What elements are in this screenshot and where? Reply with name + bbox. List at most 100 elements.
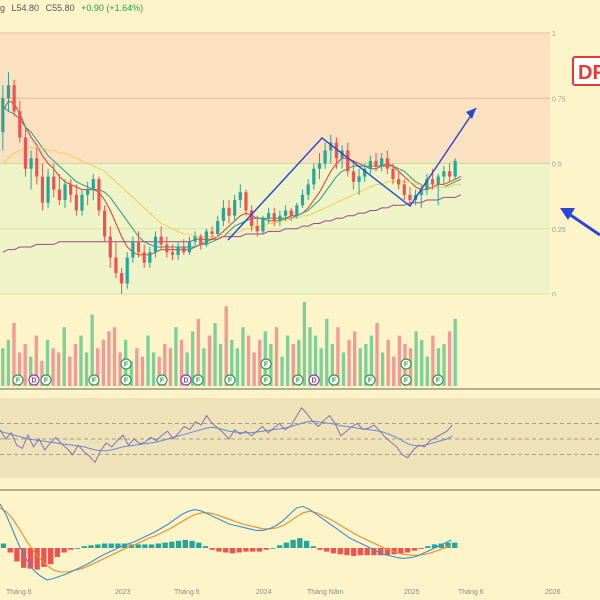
event-marker: F — [328, 374, 340, 386]
event-marker-label: F — [44, 378, 49, 385]
volume-bar — [140, 356, 145, 386]
candle-body — [250, 210, 254, 227]
macd-histogram-bar — [229, 548, 236, 554]
event-marker-circle — [400, 374, 412, 386]
candle-body — [29, 158, 33, 169]
candle-body — [306, 184, 310, 195]
candle-body — [204, 231, 208, 245]
candle-body — [210, 231, 214, 234]
volume-bar — [62, 327, 66, 386]
macd-histogram-bar — [68, 548, 74, 550]
volume-bar — [202, 348, 206, 386]
volume-bar — [185, 352, 189, 386]
event-marker: F — [12, 374, 24, 386]
event-marker-circle — [88, 374, 100, 386]
candle-body — [187, 241, 192, 253]
candle-body — [63, 184, 67, 201]
volume-bar — [163, 344, 167, 386]
event-marker-label: F — [196, 378, 201, 385]
volume-bar — [101, 339, 106, 386]
candle-body — [317, 163, 322, 169]
volume-bar — [207, 335, 212, 386]
macd-histogram-bar — [169, 541, 175, 548]
candle-body — [18, 111, 22, 138]
macd-histogram-bar — [202, 546, 209, 548]
candle-body — [46, 176, 50, 203]
volume-bar — [79, 335, 83, 386]
macd-histogram-bar — [14, 548, 20, 562]
volume-bar — [146, 335, 150, 386]
volume-bar — [380, 352, 385, 386]
volume-bar — [107, 331, 111, 386]
event-marker-label: F — [296, 378, 301, 385]
volume-bar — [308, 327, 312, 386]
ma-line — [2, 100, 462, 256]
fib-label: 0.75 — [552, 96, 566, 103]
candle-body — [136, 241, 141, 253]
candle-body — [142, 252, 146, 263]
event-marker-label: F — [264, 378, 269, 385]
event-marker: F — [400, 374, 412, 386]
volume-bar — [313, 335, 318, 386]
volume-bar — [174, 327, 178, 386]
volume-bar — [336, 327, 340, 386]
time-axis-label: Tháng 6 — [6, 589, 32, 596]
volume-bar — [157, 356, 161, 386]
volume-bar — [179, 339, 184, 386]
event-marker-circle — [328, 374, 340, 386]
macd-histogram-bar — [209, 548, 215, 550]
candle-body — [255, 226, 259, 232]
macd-histogram-bar — [330, 548, 337, 554]
event-marker-circle — [180, 374, 192, 386]
candle-body — [148, 252, 152, 263]
event-marker: F — [260, 358, 272, 370]
event-marker-label: F — [92, 378, 97, 385]
fib-label: 0.25 — [552, 227, 566, 234]
candle-body — [312, 168, 316, 185]
candle-body — [323, 150, 327, 164]
candle-body — [86, 189, 90, 195]
volume-bar — [447, 331, 452, 386]
event-marker-circle — [432, 374, 444, 386]
candle-body — [114, 257, 118, 274]
event-marker: F — [364, 374, 376, 386]
volume-bar — [369, 335, 374, 386]
candle-body — [380, 158, 384, 167]
candle-body — [329, 142, 333, 151]
volume-bar — [397, 335, 402, 386]
time-axis-label: 2025 — [404, 589, 420, 596]
fib-label: 0.5 — [552, 162, 562, 169]
time-axis-label: Tháng Năm — [307, 589, 344, 596]
macd-histogram-bar — [398, 548, 404, 554]
macd-histogram-bar — [452, 542, 458, 548]
candle-body — [159, 236, 163, 245]
event-marker-label: F — [368, 378, 373, 385]
volume-bar — [252, 352, 256, 386]
volume-bar — [6, 339, 11, 386]
volume-bar — [274, 327, 279, 386]
volume-bar — [23, 344, 27, 386]
volume-bar — [431, 335, 435, 386]
volume-bar — [34, 335, 38, 386]
event-marker-circle — [156, 374, 168, 386]
candle-body — [238, 192, 242, 201]
fib-label: 1 — [552, 31, 556, 38]
event-marker-circle — [40, 374, 52, 386]
candle-body — [23, 137, 28, 169]
volume-bar — [258, 339, 262, 386]
candle-body — [447, 171, 452, 177]
event-marker-circle — [224, 374, 236, 386]
candle-body — [40, 176, 45, 203]
macd-histogram-bar — [411, 548, 417, 551]
macd-histogram-bar — [337, 548, 343, 555]
candle-body — [402, 184, 406, 195]
candle-body — [74, 194, 78, 211]
volume-bar — [414, 331, 418, 386]
event-marker: D — [28, 374, 40, 386]
candle-body — [368, 160, 372, 169]
macd-histogram-bar — [115, 543, 121, 548]
volume-bar — [112, 327, 117, 386]
candle-body — [266, 213, 271, 219]
macd-histogram-bar — [377, 548, 384, 556]
